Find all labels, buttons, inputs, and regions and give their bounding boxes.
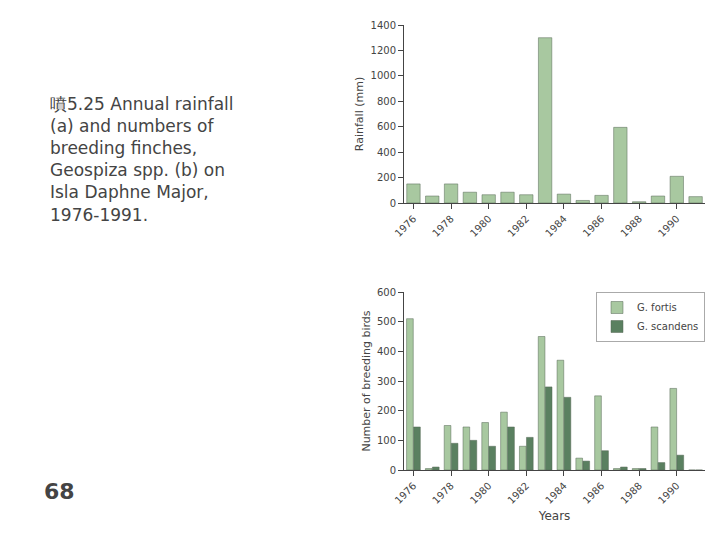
svg-text:1988: 1988 xyxy=(618,480,644,506)
svg-text:400: 400 xyxy=(377,147,396,158)
svg-text:300: 300 xyxy=(377,376,396,387)
svg-text:1986: 1986 xyxy=(581,480,607,506)
svg-text:1990: 1990 xyxy=(656,213,682,239)
svg-text:400: 400 xyxy=(377,346,396,357)
svg-text:1400: 1400 xyxy=(371,20,396,31)
svg-text:1200: 1200 xyxy=(371,45,396,56)
svg-text:800: 800 xyxy=(377,96,396,107)
svg-text:1984: 1984 xyxy=(543,480,569,506)
svg-text:1990: 1990 xyxy=(656,480,682,506)
svg-text:G. scandens: G. scandens xyxy=(637,321,698,332)
svg-text:200: 200 xyxy=(377,405,396,416)
svg-text:1984: 1984 xyxy=(543,213,569,239)
svg-text:Number of breeding birds: Number of breeding birds xyxy=(360,310,373,451)
svg-text:Rainfall (mm): Rainfall (mm) xyxy=(353,77,366,151)
svg-text:1988: 1988 xyxy=(618,213,644,239)
svg-text:1978: 1978 xyxy=(430,480,456,506)
svg-text:0: 0 xyxy=(390,465,396,476)
svg-text:1986: 1986 xyxy=(581,213,607,239)
svg-text:噴5.25 Annual rainfall(a) and n: 噴5.25 Annual rainfall(a) and numbers ofb… xyxy=(50,94,234,225)
svg-text:1976: 1976 xyxy=(393,480,419,506)
svg-text:1982: 1982 xyxy=(505,213,531,239)
svg-text:100: 100 xyxy=(377,435,396,446)
svg-text:G. fortis: G. fortis xyxy=(637,302,677,313)
svg-text:200: 200 xyxy=(377,172,396,183)
svg-text:500: 500 xyxy=(377,316,396,327)
svg-text:1980: 1980 xyxy=(468,213,494,239)
svg-text:1000: 1000 xyxy=(371,70,396,81)
svg-text:600: 600 xyxy=(377,287,396,298)
svg-text:68: 68 xyxy=(44,479,75,504)
svg-text:Years: Years xyxy=(538,509,571,523)
svg-text:1978: 1978 xyxy=(430,213,456,239)
svg-text:600: 600 xyxy=(377,121,396,132)
svg-text:1976: 1976 xyxy=(393,213,419,239)
svg-text:0: 0 xyxy=(390,198,396,209)
svg-text:1980: 1980 xyxy=(468,480,494,506)
svg-text:1982: 1982 xyxy=(505,480,531,506)
